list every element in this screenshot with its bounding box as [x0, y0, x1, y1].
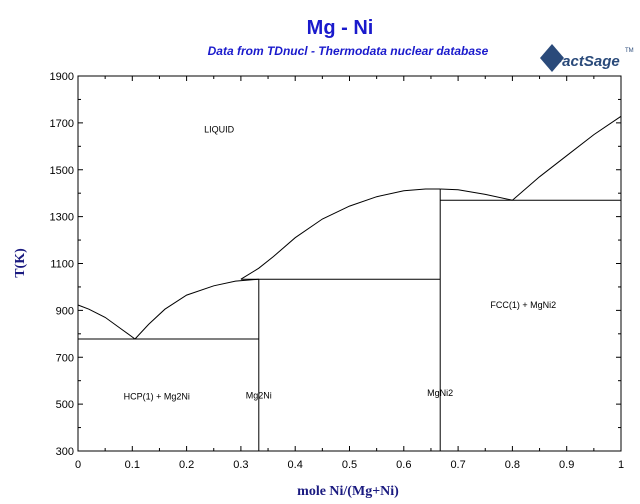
x-axis: 0 0.1 0.2 0.3 0.4 0.5 0.6 0.7 0.8 0.9 1 [75, 76, 624, 471]
chart-subtitle: Data from TDnucl - Thermodata nuclear da… [208, 44, 489, 58]
phase-boundaries [77, 115, 622, 451]
region-label: Mg2Ni [246, 390, 272, 400]
x-tick-label: 0.1 [125, 459, 140, 471]
phase-boundary-line-1 [77, 304, 136, 340]
region-label: FCC(1) + MgNi2 [490, 300, 556, 310]
x-tick-label: 0 [75, 459, 81, 471]
logo-tm: TM [625, 48, 634, 54]
y-tick-label: 300 [56, 446, 74, 458]
y-tick-label: 900 [56, 305, 74, 317]
y-tick-label: 1300 [50, 212, 74, 224]
y-tick-label: 1100 [50, 259, 74, 271]
phase-boundary-line-5 [512, 115, 622, 201]
y-axis-label: T(K) [13, 248, 28, 278]
region-label: LIQUID [204, 124, 235, 134]
y-axis: 300 500 700 900 1100 1300 1500 1700 1900 [50, 71, 621, 458]
x-tick-label: 0.5 [342, 459, 357, 471]
phase-boundary-line-3 [240, 188, 441, 280]
y-tick-label: 500 [56, 399, 74, 411]
y-tick-label: 1900 [50, 71, 74, 83]
x-tick-label: 0.8 [505, 459, 520, 471]
x-tick-label: 0.3 [233, 459, 248, 471]
x-tick-label: 0.7 [450, 459, 465, 471]
x-tick-label: 1 [618, 459, 624, 471]
x-tick-label: 0.6 [396, 459, 411, 471]
x-axis-label: mole Ni/(Mg+Ni) [297, 484, 399, 499]
x-tick-label: 0.2 [179, 459, 194, 471]
chart-title: Mg - Ni [307, 17, 374, 39]
factsage-logo: FactSage TM [540, 44, 634, 72]
region-label: HCP(1) + Mg2Ni [124, 391, 190, 401]
region-labels: LIQUID HCP(1) + Mg2Ni Mg2Ni MgNi2 FCC(1) + M… [124, 124, 557, 401]
logo-diamond-icon [540, 44, 564, 72]
phase-boundary-line-2 [134, 278, 259, 340]
y-tick-label: 1700 [50, 118, 74, 130]
x-tick-label: 0.9 [559, 459, 574, 471]
region-label: MgNi2 [427, 388, 453, 398]
x-tick-label: 0.4 [288, 459, 303, 471]
phase-boundary-line-4 [440, 188, 513, 201]
logo-text: FactSage [553, 53, 620, 70]
y-tick-label: 1500 [50, 165, 74, 177]
y-tick-label: 700 [56, 352, 74, 364]
